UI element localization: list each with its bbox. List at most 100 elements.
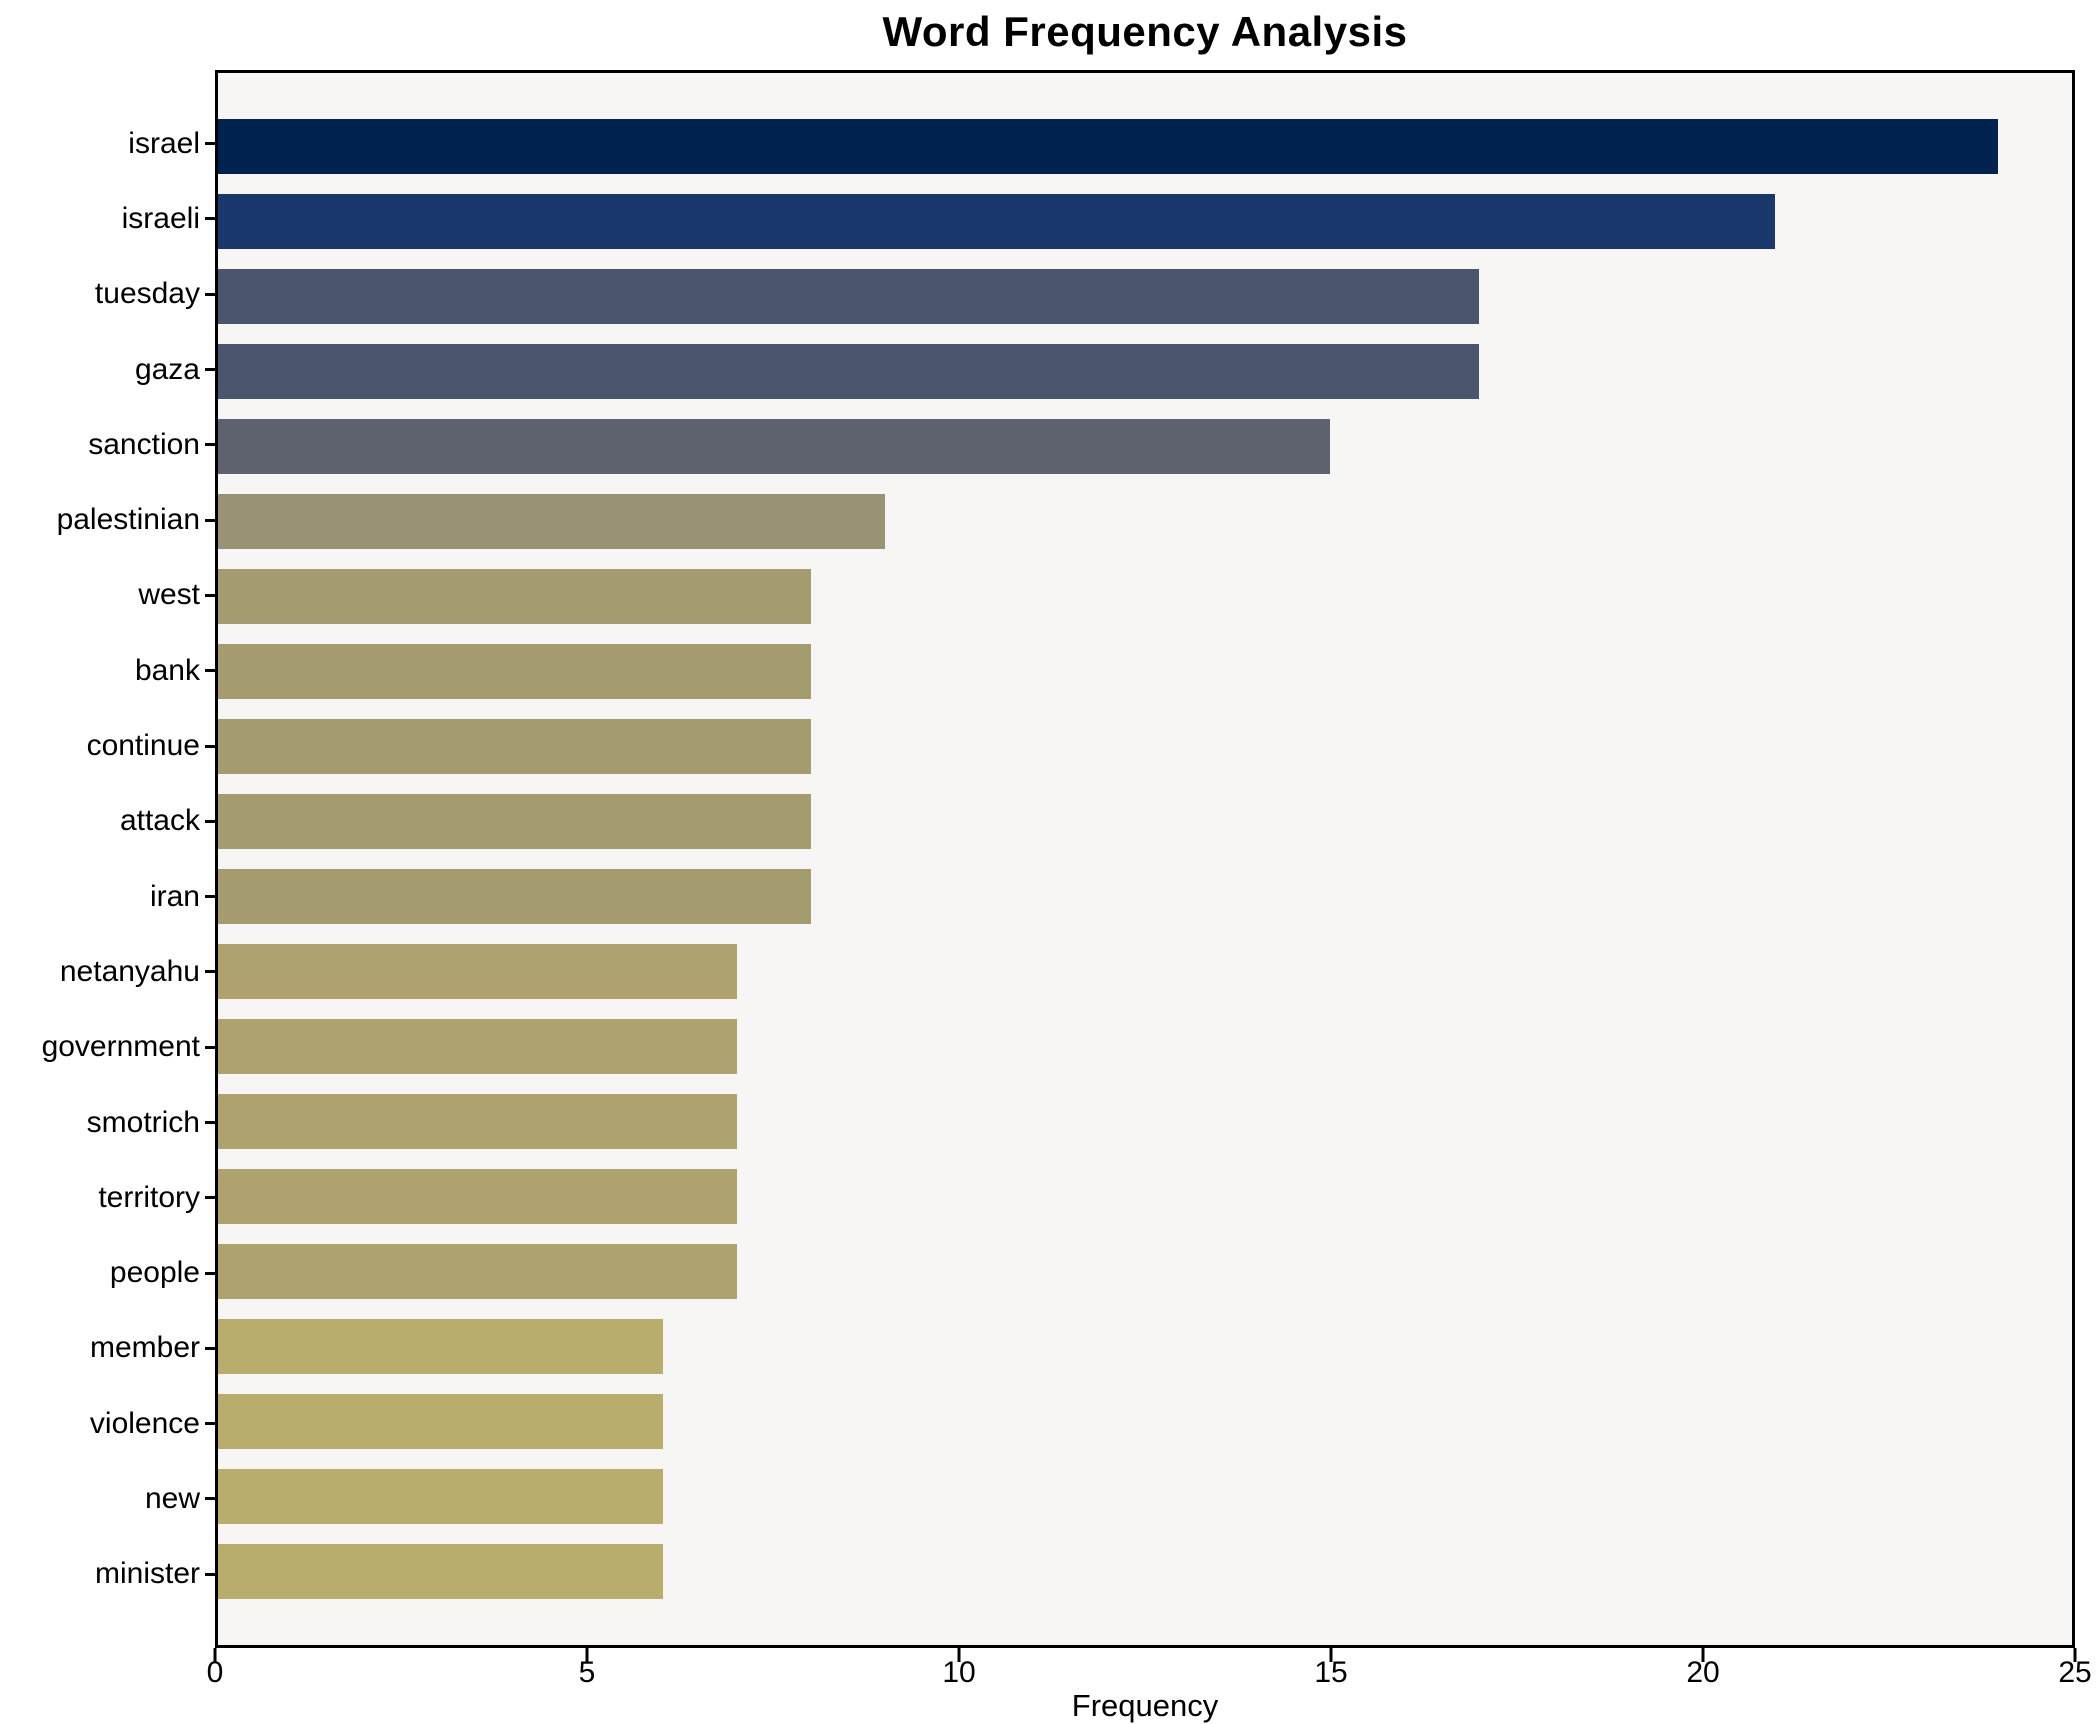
x-axis-tick-marks — [213, 1648, 2077, 1662]
y-tick-row-bank: bank — [0, 633, 215, 708]
x-tick-label: 5 — [578, 1656, 596, 1689]
x-tick-mark — [1701, 1648, 1705, 1662]
y-tick-mark — [205, 518, 215, 522]
bar-violence — [218, 1394, 663, 1449]
y-tick-label: people — [109, 1256, 200, 1290]
bar-row-attack — [218, 784, 2072, 859]
bar-row-continue — [218, 709, 2072, 784]
y-tick-label: territory — [98, 1180, 200, 1214]
y-tick-row-member: member — [0, 1311, 215, 1386]
y-tick-mark — [205, 1422, 215, 1426]
x-tick-mark — [213, 1648, 217, 1662]
bar-row-people — [218, 1234, 2072, 1309]
y-tick-row-israel: israel — [0, 106, 215, 181]
y-tick-row-people: people — [0, 1235, 215, 1310]
bar-row-tuesday — [218, 259, 2072, 334]
x-tick-mark — [1329, 1648, 1333, 1662]
bar-west — [218, 569, 812, 624]
y-axis-labels: israel israeli tuesday gaza sanction palestin… — [0, 70, 215, 1648]
x-tick-mark — [2073, 1648, 2077, 1662]
x-axis-title: Frequency — [1071, 1688, 1219, 1723]
x-tick-label: 20 — [1686, 1656, 1720, 1689]
y-tick-mark — [205, 292, 215, 296]
y-tick-mark — [205, 1572, 215, 1576]
y-tick-row-minister: minister — [0, 1537, 215, 1612]
bar-row-violence — [218, 1384, 2072, 1459]
bar-row-iran — [218, 859, 2072, 934]
x-tick-label: 25 — [2058, 1656, 2092, 1689]
y-tick-row-iran: iran — [0, 859, 215, 934]
y-tick-row-attack: attack — [0, 784, 215, 859]
y-tick-label: continue — [86, 729, 200, 763]
bar-row-smotrich — [218, 1084, 2072, 1159]
y-tick-mark — [205, 593, 215, 597]
y-tick-label: netanyahu — [59, 954, 200, 988]
plot-area — [215, 70, 2075, 1648]
y-tick-mark — [205, 1121, 215, 1124]
bar-gaza — [218, 344, 1479, 399]
y-tick-mark — [205, 970, 215, 974]
y-tick-mark — [205, 142, 215, 146]
y-tick-row-gaza: gaza — [0, 332, 215, 407]
x-axis-tick-labels: 0 5 10 15 20 25 — [207, 1656, 2092, 1692]
y-tick-mark — [205, 819, 215, 823]
bar-row-minister — [218, 1534, 2072, 1609]
y-tick-row-netanyahu: netanyahu — [0, 934, 215, 1009]
bar-row-territory — [218, 1159, 2072, 1234]
y-tick-mark — [205, 669, 215, 673]
bar-bank — [218, 644, 812, 699]
y-tick-row-territory: territory — [0, 1160, 215, 1235]
bar-row-gaza — [218, 334, 2072, 409]
y-tick-mark — [205, 1271, 215, 1275]
bar-row-new — [218, 1459, 2072, 1534]
y-tick-row-tuesday: tuesday — [0, 257, 215, 332]
y-tick-label: palestinian — [56, 503, 200, 537]
bar-row-palestinian — [218, 484, 2072, 559]
y-tick-label: sanction — [88, 427, 200, 461]
y-tick-label: member — [89, 1331, 200, 1365]
bar-row-government — [218, 1009, 2072, 1084]
bar-continue — [218, 719, 812, 774]
y-tick-mark — [205, 895, 215, 899]
bar-israeli — [218, 194, 1776, 249]
x-tick-label: 0 — [206, 1656, 224, 1689]
bar-government — [218, 1019, 738, 1074]
y-tick-label: israeli — [121, 201, 200, 235]
bar-row-member — [218, 1309, 2072, 1384]
y-tick-label: iran — [149, 879, 200, 913]
bar-row-israel — [218, 109, 2072, 184]
chart-title: Word Frequency Analysis — [882, 8, 1408, 55]
bar-territory — [218, 1169, 738, 1224]
bar-row-israeli — [218, 184, 2072, 259]
bar-new — [218, 1469, 663, 1524]
bar-palestinian — [218, 494, 886, 549]
bar-member — [218, 1319, 663, 1374]
y-tick-label: attack — [119, 804, 200, 838]
bar-sanction — [218, 419, 1331, 474]
y-tick-label: new — [144, 1481, 200, 1515]
y-tick-row-new: new — [0, 1461, 215, 1536]
y-tick-mark — [205, 1045, 215, 1049]
y-tick-row-violence: violence — [0, 1386, 215, 1461]
x-tick-mark — [585, 1648, 589, 1662]
y-tick-label: bank — [134, 653, 200, 687]
y-tick-mark — [205, 368, 215, 372]
y-tick-row-west: west — [0, 558, 215, 633]
y-tick-row-sanction: sanction — [0, 407, 215, 482]
y-tick-row-smotrich: smotrich — [0, 1085, 215, 1160]
y-tick-label: tuesday — [94, 277, 200, 311]
bar-minister — [218, 1544, 663, 1599]
y-tick-mark — [205, 443, 215, 447]
y-tick-mark — [205, 1196, 215, 1200]
bar-attack — [218, 794, 812, 849]
y-tick-mark — [205, 1346, 215, 1350]
bar-tuesday — [218, 269, 1479, 324]
x-tick-mark — [957, 1648, 961, 1662]
bar-israel — [218, 119, 1998, 174]
x-tick-label: 10 — [942, 1656, 976, 1689]
bar-row-netanyahu — [218, 934, 2072, 1009]
bar-row-sanction — [218, 409, 2072, 484]
y-tick-mark — [205, 217, 215, 221]
y-tick-mark — [205, 1497, 215, 1501]
